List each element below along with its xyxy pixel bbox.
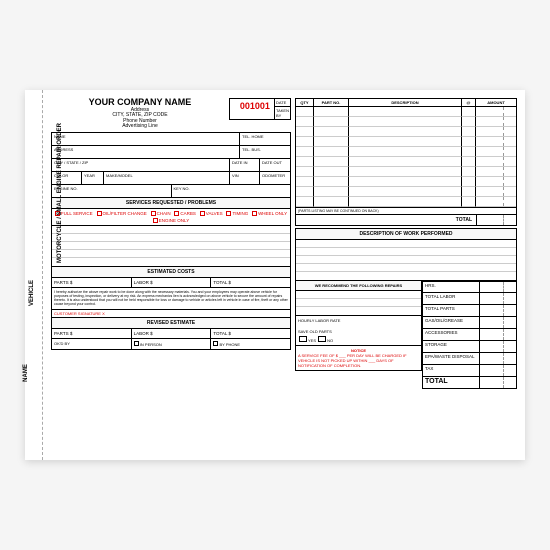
odometer-field[interactable]: ODOMETER — [260, 172, 290, 184]
notice-box: NOTICE A SERVICE FEE OF $ ___ PER DAY WI… — [295, 346, 422, 371]
services-header: SERVICES REQUESTED / PROBLEMS — [51, 198, 291, 209]
parts-total-label: TOTAL — [296, 215, 476, 225]
disclaimer-text: I hereby authorize the above repair work… — [51, 288, 291, 310]
name-field[interactable]: NAME — [52, 133, 240, 145]
parts-table: QTY PART NO. DESCRIPTION @ AMOUNT — [295, 98, 517, 208]
left-column: YOUR COMPANY NAME Address CITY, STATE, Z… — [51, 98, 291, 452]
date-out-field[interactable]: DATE OUT — [260, 159, 290, 171]
binding-title: MOTORCYCLE / SMALL ENGINE REPAIR ORDER — [57, 123, 63, 263]
parts-row[interactable] — [296, 127, 516, 137]
grand-total-row: TOTAL — [422, 377, 517, 389]
est-total[interactable]: TOTAL $ — [211, 278, 290, 287]
by-phone-check[interactable]: BY PHONE — [211, 339, 290, 349]
company-adv: Advertising Line — [51, 124, 229, 130]
date-label: DATE — [275, 99, 290, 106]
parts-row[interactable] — [296, 167, 516, 177]
service-check-wheel-only[interactable]: WHEEL ONLY — [252, 211, 287, 216]
revised-header: REVISED ESTIMATE — [51, 318, 291, 329]
rev-labor[interactable]: LABOR $ — [132, 329, 212, 338]
engine-field[interactable]: ENGINE NO. — [52, 185, 172, 197]
desc-header: DESCRIPTION — [349, 99, 462, 107]
problem-lines[interactable] — [51, 226, 291, 267]
parts-row[interactable] — [296, 177, 516, 187]
recommend-header: WE RECOMMEND THE FOLLOWING REPAIRS — [295, 281, 422, 291]
service-check-engine-only[interactable]: ENGINE ONLY — [153, 218, 189, 223]
parts-header-row: QTY PART NO. DESCRIPTION @ AMOUNT — [296, 99, 516, 107]
company-header: YOUR COMPANY NAME Address CITY, STATE, Z… — [51, 98, 229, 130]
key-field[interactable]: KEY NO. — [172, 185, 291, 197]
labor-rate-box[interactable]: HOURLY LABOR RATE SAVE OLD PARTS YES NO — [295, 316, 422, 346]
parts-row[interactable] — [296, 187, 516, 197]
work-header: DESCRIPTION OF WORK PERFORMED — [295, 228, 517, 240]
order-number: 001001 — [230, 99, 275, 119]
summary-row: ACCESSORIES — [422, 329, 517, 341]
tel-bus-field[interactable]: TEL. BUS. — [240, 146, 290, 158]
summary-row: TOTAL PARTS — [422, 305, 517, 317]
parts-row[interactable] — [296, 107, 516, 117]
notice-text: A SERVICE FEE OF $ ___ PER DAY WILL BE C… — [298, 353, 419, 368]
amount-header: AMOUNT — [476, 99, 516, 107]
hrs-label: HRS. — [423, 282, 480, 292]
form-content: YOUR COMPANY NAME Address CITY, STATE, Z… — [43, 90, 525, 460]
taken-by-label: TAKEN BY — [275, 106, 290, 119]
parts-row[interactable] — [296, 117, 516, 127]
work-lines[interactable] — [295, 240, 517, 281]
city-field[interactable]: CITY / STATE / ZIP — [52, 159, 230, 171]
summary-column: HRS.TOTAL LABORTOTAL PARTSGAS/OIL/GREASE… — [422, 281, 517, 389]
rev-parts[interactable]: PARTS $ — [52, 329, 132, 338]
bottom-left: WE RECOMMEND THE FOLLOWING REPAIRS HOURL… — [295, 281, 422, 389]
service-check-valves[interactable]: VALVES — [200, 211, 223, 216]
parts-row[interactable] — [296, 157, 516, 167]
date-in-field[interactable]: DATE IN — [230, 159, 260, 171]
recommend-lines[interactable] — [295, 291, 422, 316]
service-check-chain[interactable]: CHAIN — [151, 211, 171, 216]
summary-row: EPA/WASTE DISPOSAL — [422, 353, 517, 365]
signature-line[interactable]: CUSTOMER SIGNATURE X — [51, 310, 291, 318]
rev-total[interactable]: TOTAL $ — [211, 329, 290, 338]
order-date-box: 001001 DATE TAKEN BY — [229, 98, 291, 120]
make-field[interactable]: MAKE/MODEL — [104, 172, 230, 184]
parts-row[interactable] — [296, 147, 516, 157]
binding-vehicle: VEHICLE — [29, 280, 35, 306]
address-field[interactable]: ADDRESS — [52, 146, 240, 158]
service-checkboxes: FULL SERVICEOIL/FILTER CHANGECHAINCARBSV… — [51, 209, 291, 226]
est-parts[interactable]: PARTS $ — [52, 278, 132, 287]
service-check-carbs[interactable]: CARBS — [174, 211, 196, 216]
repair-order-form: NAME VEHICLE MOTORCYCLE / SMALL ENGINE R… — [25, 90, 525, 460]
service-check-timing[interactable]: TIMING — [226, 211, 248, 216]
est-labor[interactable]: LABOR $ — [132, 278, 212, 287]
binding-strip: NAME VEHICLE MOTORCYCLE / SMALL ENGINE R… — [25, 90, 43, 460]
estimate-header: ESTIMATED COSTS — [51, 267, 291, 278]
right-column: QTY PART NO. DESCRIPTION @ AMOUNT (PARTS… — [295, 98, 517, 452]
summary-row: TOTAL LABOR — [422, 293, 517, 305]
in-person-check[interactable]: IN PERSON — [132, 339, 212, 349]
binding-name: NAME — [23, 364, 29, 382]
okby-label[interactable]: OK'D BY — [52, 339, 132, 349]
partno-header: PART NO. — [314, 99, 349, 107]
qty-header: QTY — [296, 99, 314, 107]
service-check-oil-filter-change[interactable]: OIL/FILTER CHANGE — [97, 211, 147, 216]
summary-row: STORAGE — [422, 341, 517, 353]
tel-home-field[interactable]: TEL. HOME — [240, 133, 290, 145]
parts-row[interactable] — [296, 137, 516, 147]
summary-row: TAX — [422, 365, 517, 377]
at-header: @ — [462, 99, 476, 107]
bottom-section: WE RECOMMEND THE FOLLOWING REPAIRS HOURL… — [295, 281, 517, 389]
year-field[interactable]: YEAR — [82, 172, 104, 184]
parts-total-row: TOTAL — [295, 215, 517, 226]
parts-row[interactable] — [296, 197, 516, 207]
vin-field[interactable]: VIN — [230, 172, 260, 184]
parts-note: (PARTS LISTING MAY BE CONTINUED ON BACK) — [295, 208, 517, 215]
summary-row: GAS/OIL/GREASE — [422, 317, 517, 329]
